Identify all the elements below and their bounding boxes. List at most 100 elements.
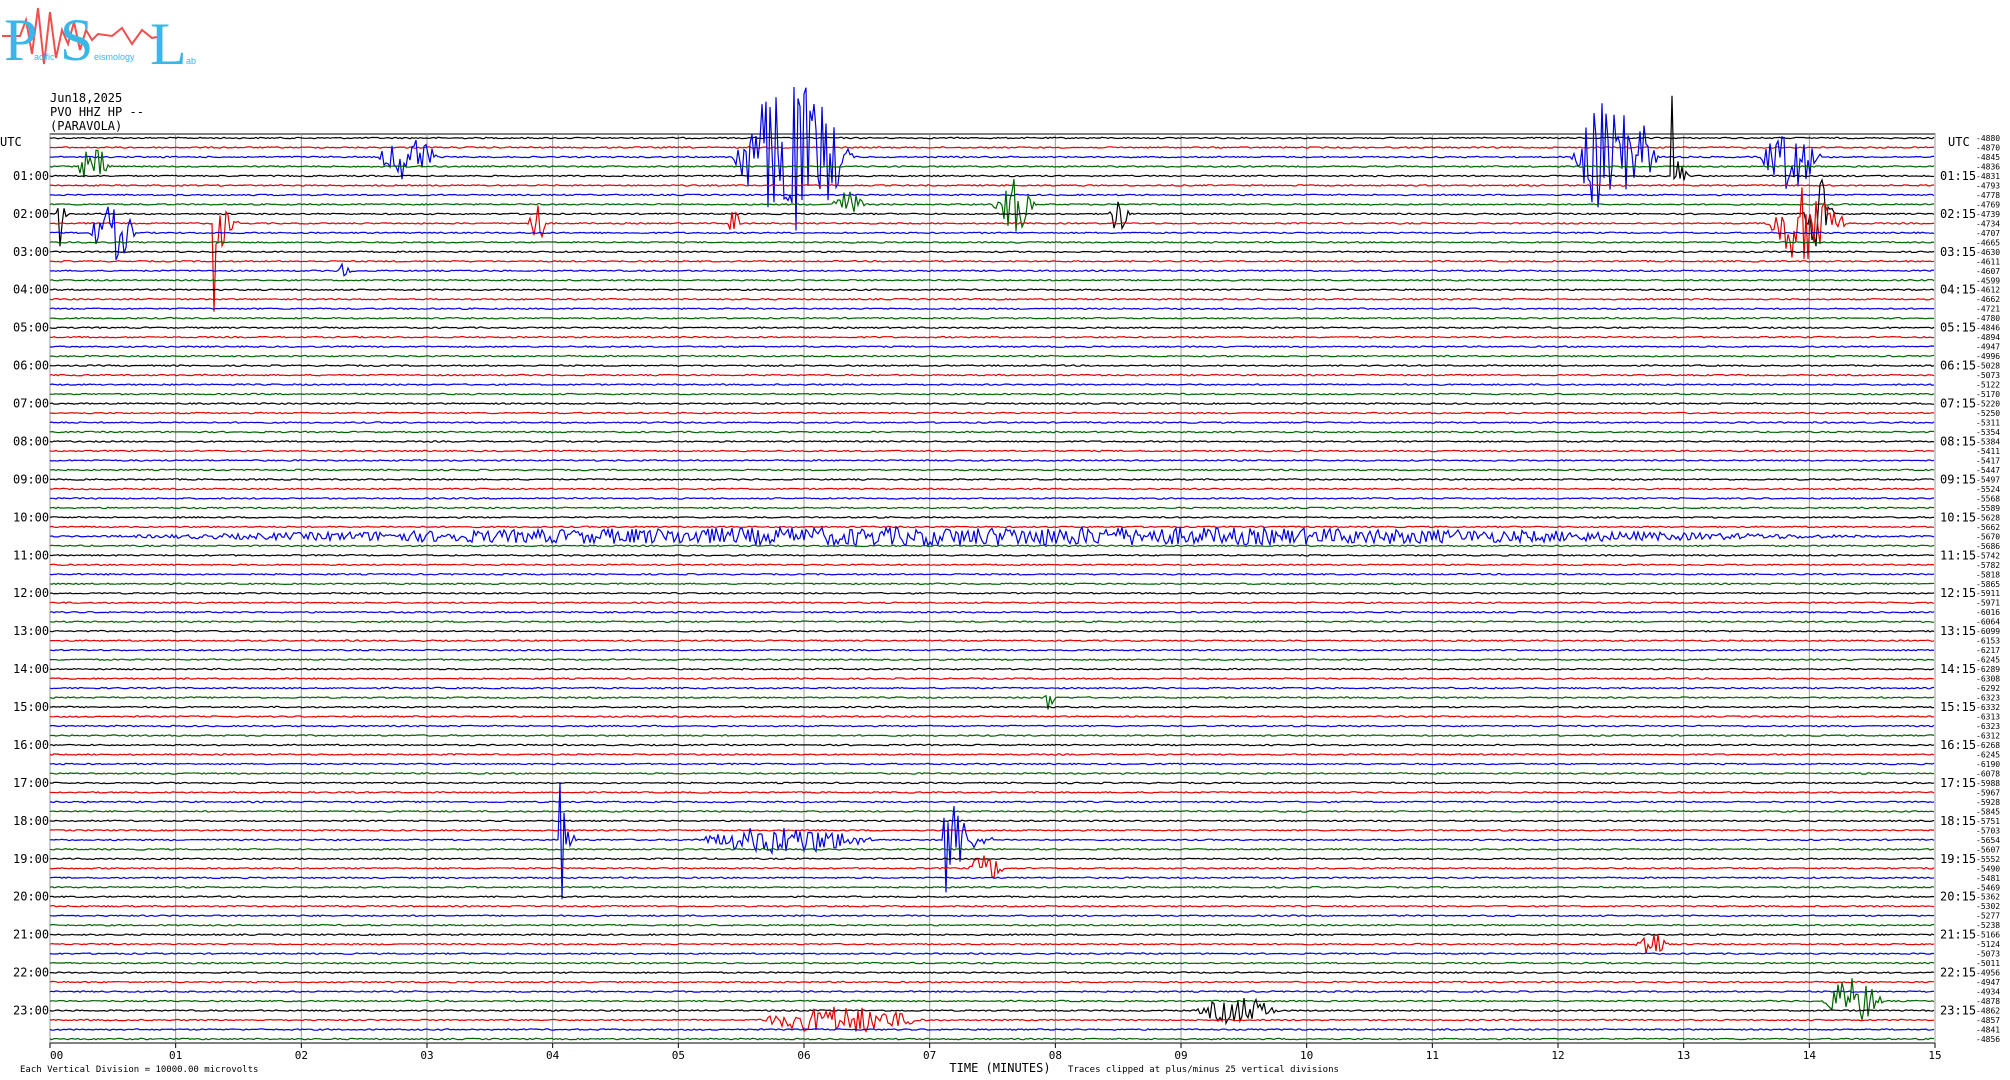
seismogram-trace (49, 934, 1935, 954)
psl-logo: P S L acific eismology ab (2, 7, 196, 76)
trace-offset-label: -5607 (1976, 845, 2000, 854)
trace-offset-label: -4769 (1976, 200, 2000, 209)
trace-offset-label: -4878 (1976, 997, 2000, 1006)
trace-offset-label: -4599 (1976, 276, 2000, 285)
seismogram-trace (49, 667, 1935, 671)
seismogram-trace (49, 847, 1935, 851)
utc-hour-label-right: 17:15 (1940, 776, 1976, 790)
seismogram-trace (49, 952, 1935, 955)
seismogram-trace (49, 402, 1935, 405)
trace-offset-label: -5865 (1976, 580, 2000, 589)
seismogram-trace (49, 250, 1935, 254)
chart-grid (49, 133, 1936, 1048)
trace-offset-label: -4778 (1976, 191, 2000, 200)
trace-offset-label: -4894 (1976, 333, 2000, 342)
x-tick-label: 07 (923, 1049, 936, 1062)
trace-offset-label: -4780 (1976, 314, 2000, 323)
x-tick-label: 12 (1551, 1049, 1564, 1062)
utc-hour-label-right: 07:15 (1940, 397, 1976, 411)
utc-hour-label-right: 22:15 (1940, 966, 1976, 980)
utc-hour-label-left: 09:00 (13, 472, 49, 486)
trace-offset-label: -6245 (1976, 656, 2000, 665)
trace-offset-label: -5384 (1976, 437, 2000, 446)
trace-offset-label: -5568 (1976, 494, 2000, 503)
x-tick-label: 11 (1426, 1049, 1439, 1062)
utc-hour-label-right: 19:15 (1940, 852, 1976, 866)
utc-hour-label-right: 12:15 (1940, 586, 1976, 600)
trace-offset-label: -5302 (1976, 902, 2000, 911)
utc-hour-label-left: 21:00 (13, 928, 49, 942)
trace-offset-label: -4862 (1976, 1007, 2000, 1016)
seismogram-trace (49, 686, 1935, 690)
logo-letter-p: P (4, 7, 37, 73)
trace-offset-label: -4934 (1976, 988, 2000, 997)
trace-offset-label: -4947 (1976, 343, 2000, 352)
utc-hour-label-left: 20:00 (13, 890, 49, 904)
seismogram-trace (49, 620, 1934, 624)
trace-offset-label: -5166 (1976, 931, 2000, 940)
seismogram-traces (49, 86, 1935, 1041)
trace-offset-label: -5220 (1976, 400, 2000, 409)
seismogram-trace (49, 762, 1935, 766)
trace-offset-label: -5124 (1976, 940, 2000, 949)
x-tick-label: 15 (1928, 1049, 1941, 1062)
seismogram-trace (49, 772, 1935, 775)
seismogram-trace (49, 86, 1935, 231)
trace-offset-label: -6153 (1976, 637, 2000, 646)
trace-offset-label: -5670 (1976, 532, 2000, 541)
utc-hour-label-left: 08:00 (13, 434, 49, 448)
seismogram-trace (49, 658, 1935, 662)
seismogram-trace (49, 297, 1935, 301)
utc-hour-label-left: 01:00 (13, 169, 49, 183)
trace-offset-label: -5751 (1976, 817, 2000, 826)
seismogram-trace (49, 904, 1935, 908)
utc-header-right: UTC (1948, 135, 1970, 149)
trace-offset-label: -6323 (1976, 694, 2000, 703)
seismogram-trace (49, 1037, 1935, 1041)
trace-offset-label: -4856 (1976, 1035, 2000, 1044)
trace-offset-label: -4947 (1976, 978, 2000, 987)
trace-offset-label: -5662 (1976, 523, 2000, 532)
seismogram-trace (50, 193, 1935, 197)
seismogram-trace (49, 487, 1935, 491)
trace-offset-label: -5447 (1976, 466, 2000, 475)
utc-header-left: UTC (0, 135, 22, 149)
trace-offset-label: -4857 (1976, 1016, 2000, 1025)
utc-hour-label-left: 10:00 (13, 510, 49, 524)
header-date: Jun18,2025 (50, 91, 123, 105)
seismogram-trace (49, 895, 1935, 899)
seismogram-trace (49, 933, 1935, 937)
seismogram-trace (49, 961, 1935, 965)
trace-offset-label: -5354 (1976, 428, 2000, 437)
seismogram-trace (49, 563, 1935, 567)
trace-offset-label: -5911 (1976, 589, 2000, 598)
trace-offset-label: -5686 (1976, 542, 2000, 551)
trace-offset-label: -5524 (1976, 485, 2000, 494)
trace-offset-label: -6078 (1976, 769, 2000, 778)
seismogram-trace (49, 262, 1935, 277)
seismogram-trace (49, 392, 1935, 396)
utc-hour-label-left: 11:00 (13, 548, 49, 562)
trace-offset-label: -5469 (1976, 883, 2000, 892)
utc-hour-label-right: 16:15 (1940, 738, 1976, 752)
trace-offset-label: -5122 (1976, 381, 2000, 390)
trace-offset-label: -4734 (1976, 219, 2000, 228)
trace-offset-label: -6313 (1976, 713, 2000, 722)
seismogram-trace (49, 177, 1935, 247)
seismogram-trace (50, 468, 1935, 472)
utc-hour-label-right: 06:15 (1940, 359, 1976, 373)
seismogram-trace (49, 639, 1935, 643)
trace-offset-label: -5011 (1976, 959, 2000, 968)
utc-hour-label-left: 23:00 (13, 1004, 49, 1018)
trace-offset-label: -6217 (1976, 646, 2000, 655)
utc-hour-label-left: 18:00 (13, 814, 49, 828)
utc-hour-label-left: 07:00 (13, 397, 49, 411)
trace-offset-label: -4662 (1976, 295, 2000, 304)
trace-offset-label: -4996 (1976, 352, 2000, 361)
trace-offset-label: -6332 (1976, 703, 2000, 712)
seismogram-trace (49, 800, 1935, 804)
utc-hour-label-right: 03:15 (1940, 245, 1976, 259)
utc-hour-label-right: 20:15 (1940, 890, 1976, 904)
seismogram-trace (50, 734, 1935, 737)
seismogram-trace (49, 515, 1934, 519)
